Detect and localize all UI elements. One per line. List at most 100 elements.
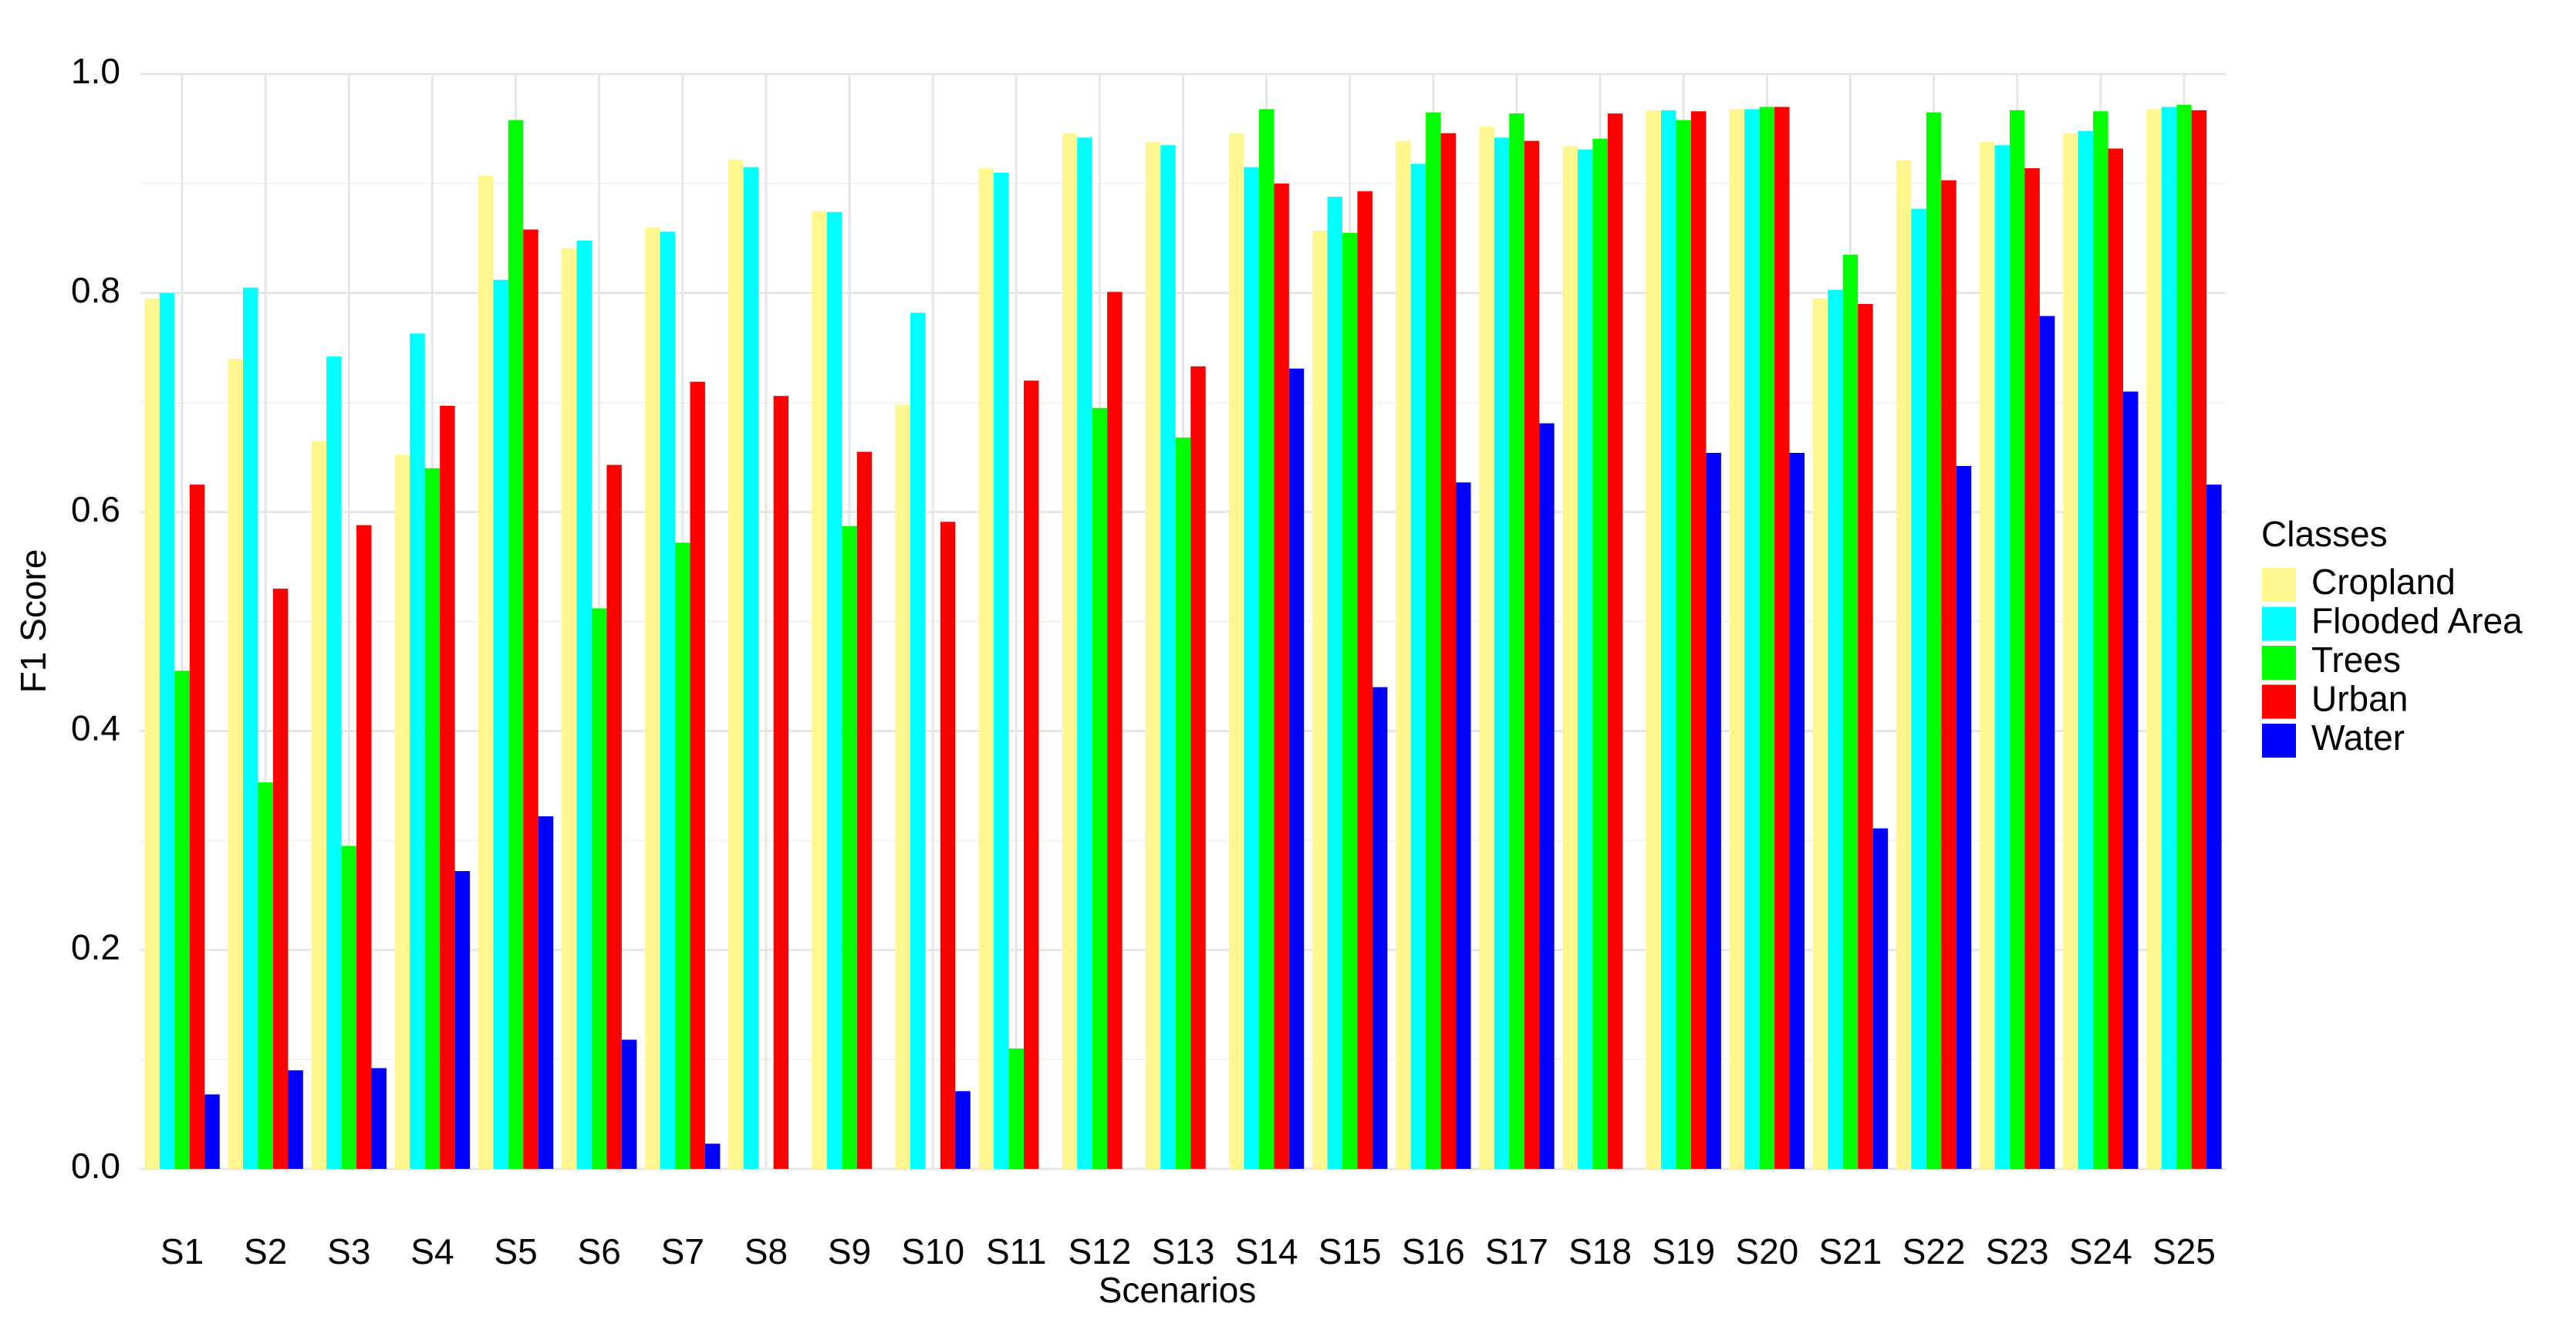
bar [311,441,327,1169]
bar [704,1143,721,1169]
bar [1494,137,1510,1169]
bar [1107,292,1123,1170]
bar [1539,423,1555,1169]
bar [1812,298,1828,1169]
y-tick-label: 0.6 [71,489,120,529]
bar [1676,120,1691,1169]
bar [2146,109,2162,1170]
bar [174,670,190,1169]
bar [228,358,243,1170]
bar [1926,112,1942,1169]
bar [1092,407,1108,1169]
legend-label: Flooded Area [2311,601,2523,641]
x-tick-label: S2 [244,1231,287,1271]
x-axis-title: Scenarios [1099,1270,1257,1310]
bar [538,816,554,1169]
bar [1396,140,1411,1170]
bar [645,227,660,1169]
bar [2191,110,2207,1169]
bar [690,381,705,1169]
x-tick-label: S21 [1819,1231,1882,1271]
x-tick-label: S15 [1318,1231,1382,1271]
bar [1312,230,1328,1169]
bar [576,240,592,1169]
x-tick-label: S3 [327,1231,370,1271]
bar [675,542,690,1169]
bar [1956,466,1972,1169]
bar [1896,160,1912,1170]
bar [394,454,410,1169]
x-tick-label: S22 [1902,1231,1966,1271]
bar [326,356,342,1169]
y-tick-label: 0.2 [71,927,120,967]
bar [2063,133,2078,1170]
bar [1410,164,1426,1169]
legend-label: Water [2311,718,2405,758]
bar [1872,828,1889,1169]
bar [994,172,1009,1170]
legend-label: Cropland [2311,562,2456,602]
bar [591,608,607,1169]
bar [1661,110,1676,1169]
bar [1911,208,1926,1169]
y-axis-title: F1 Score [13,549,53,694]
bar [1258,109,1274,1170]
bar [1729,109,1745,1170]
bar [955,1091,971,1169]
bar [1941,180,1956,1169]
bar [1789,452,1805,1169]
bar [371,1068,387,1169]
x-tick-label: S20 [1735,1231,1798,1271]
bar [606,464,622,1169]
x-tick-label: S13 [1152,1231,1215,1271]
bar [728,159,744,1169]
legend-key [2262,606,2296,641]
x-tick-label: S9 [828,1231,871,1271]
bar [1592,138,1608,1170]
legend-key [2262,646,2296,680]
bar [1646,110,1662,1169]
bar [478,175,494,1169]
bar [356,525,372,1169]
legend-label: Trees [2311,640,2401,680]
bar [842,526,857,1169]
bar [2009,110,2025,1169]
y-tick-label: 0.4 [71,708,120,748]
bar [288,1070,303,1169]
x-tick-label: S10 [901,1231,964,1271]
bar [978,168,994,1170]
bar [1577,149,1593,1169]
y-tick-label: 0.8 [71,270,120,310]
bar [341,846,357,1169]
bar [856,451,873,1169]
bar [1562,146,1578,1169]
legend-label: Urban [2311,679,2408,719]
bar [189,485,205,1169]
bar [1008,1048,1024,1169]
bar [440,405,455,1169]
bar [1524,140,1540,1170]
bar [910,312,926,1169]
legend-title: Classes [2261,514,2388,554]
bar [1744,109,1760,1170]
bar [1994,145,2010,1170]
bar [1372,687,1388,1169]
bar [1228,133,1244,1170]
x-tick-label: S16 [1402,1231,1465,1271]
bar [660,231,676,1170]
bar [2039,316,2055,1169]
bar [2024,168,2040,1170]
bar [562,248,577,1170]
bar [493,279,508,1170]
bar [1175,437,1191,1169]
x-tick-label: S7 [661,1231,704,1271]
x-tick-label: S5 [494,1231,537,1271]
bar [1828,289,1843,1170]
bar [204,1094,220,1169]
x-tick-label: S18 [1568,1231,1632,1271]
bar [826,211,842,1170]
bar [1440,133,1457,1170]
x-tick-label: S8 [744,1231,788,1271]
bar [2078,130,2094,1170]
